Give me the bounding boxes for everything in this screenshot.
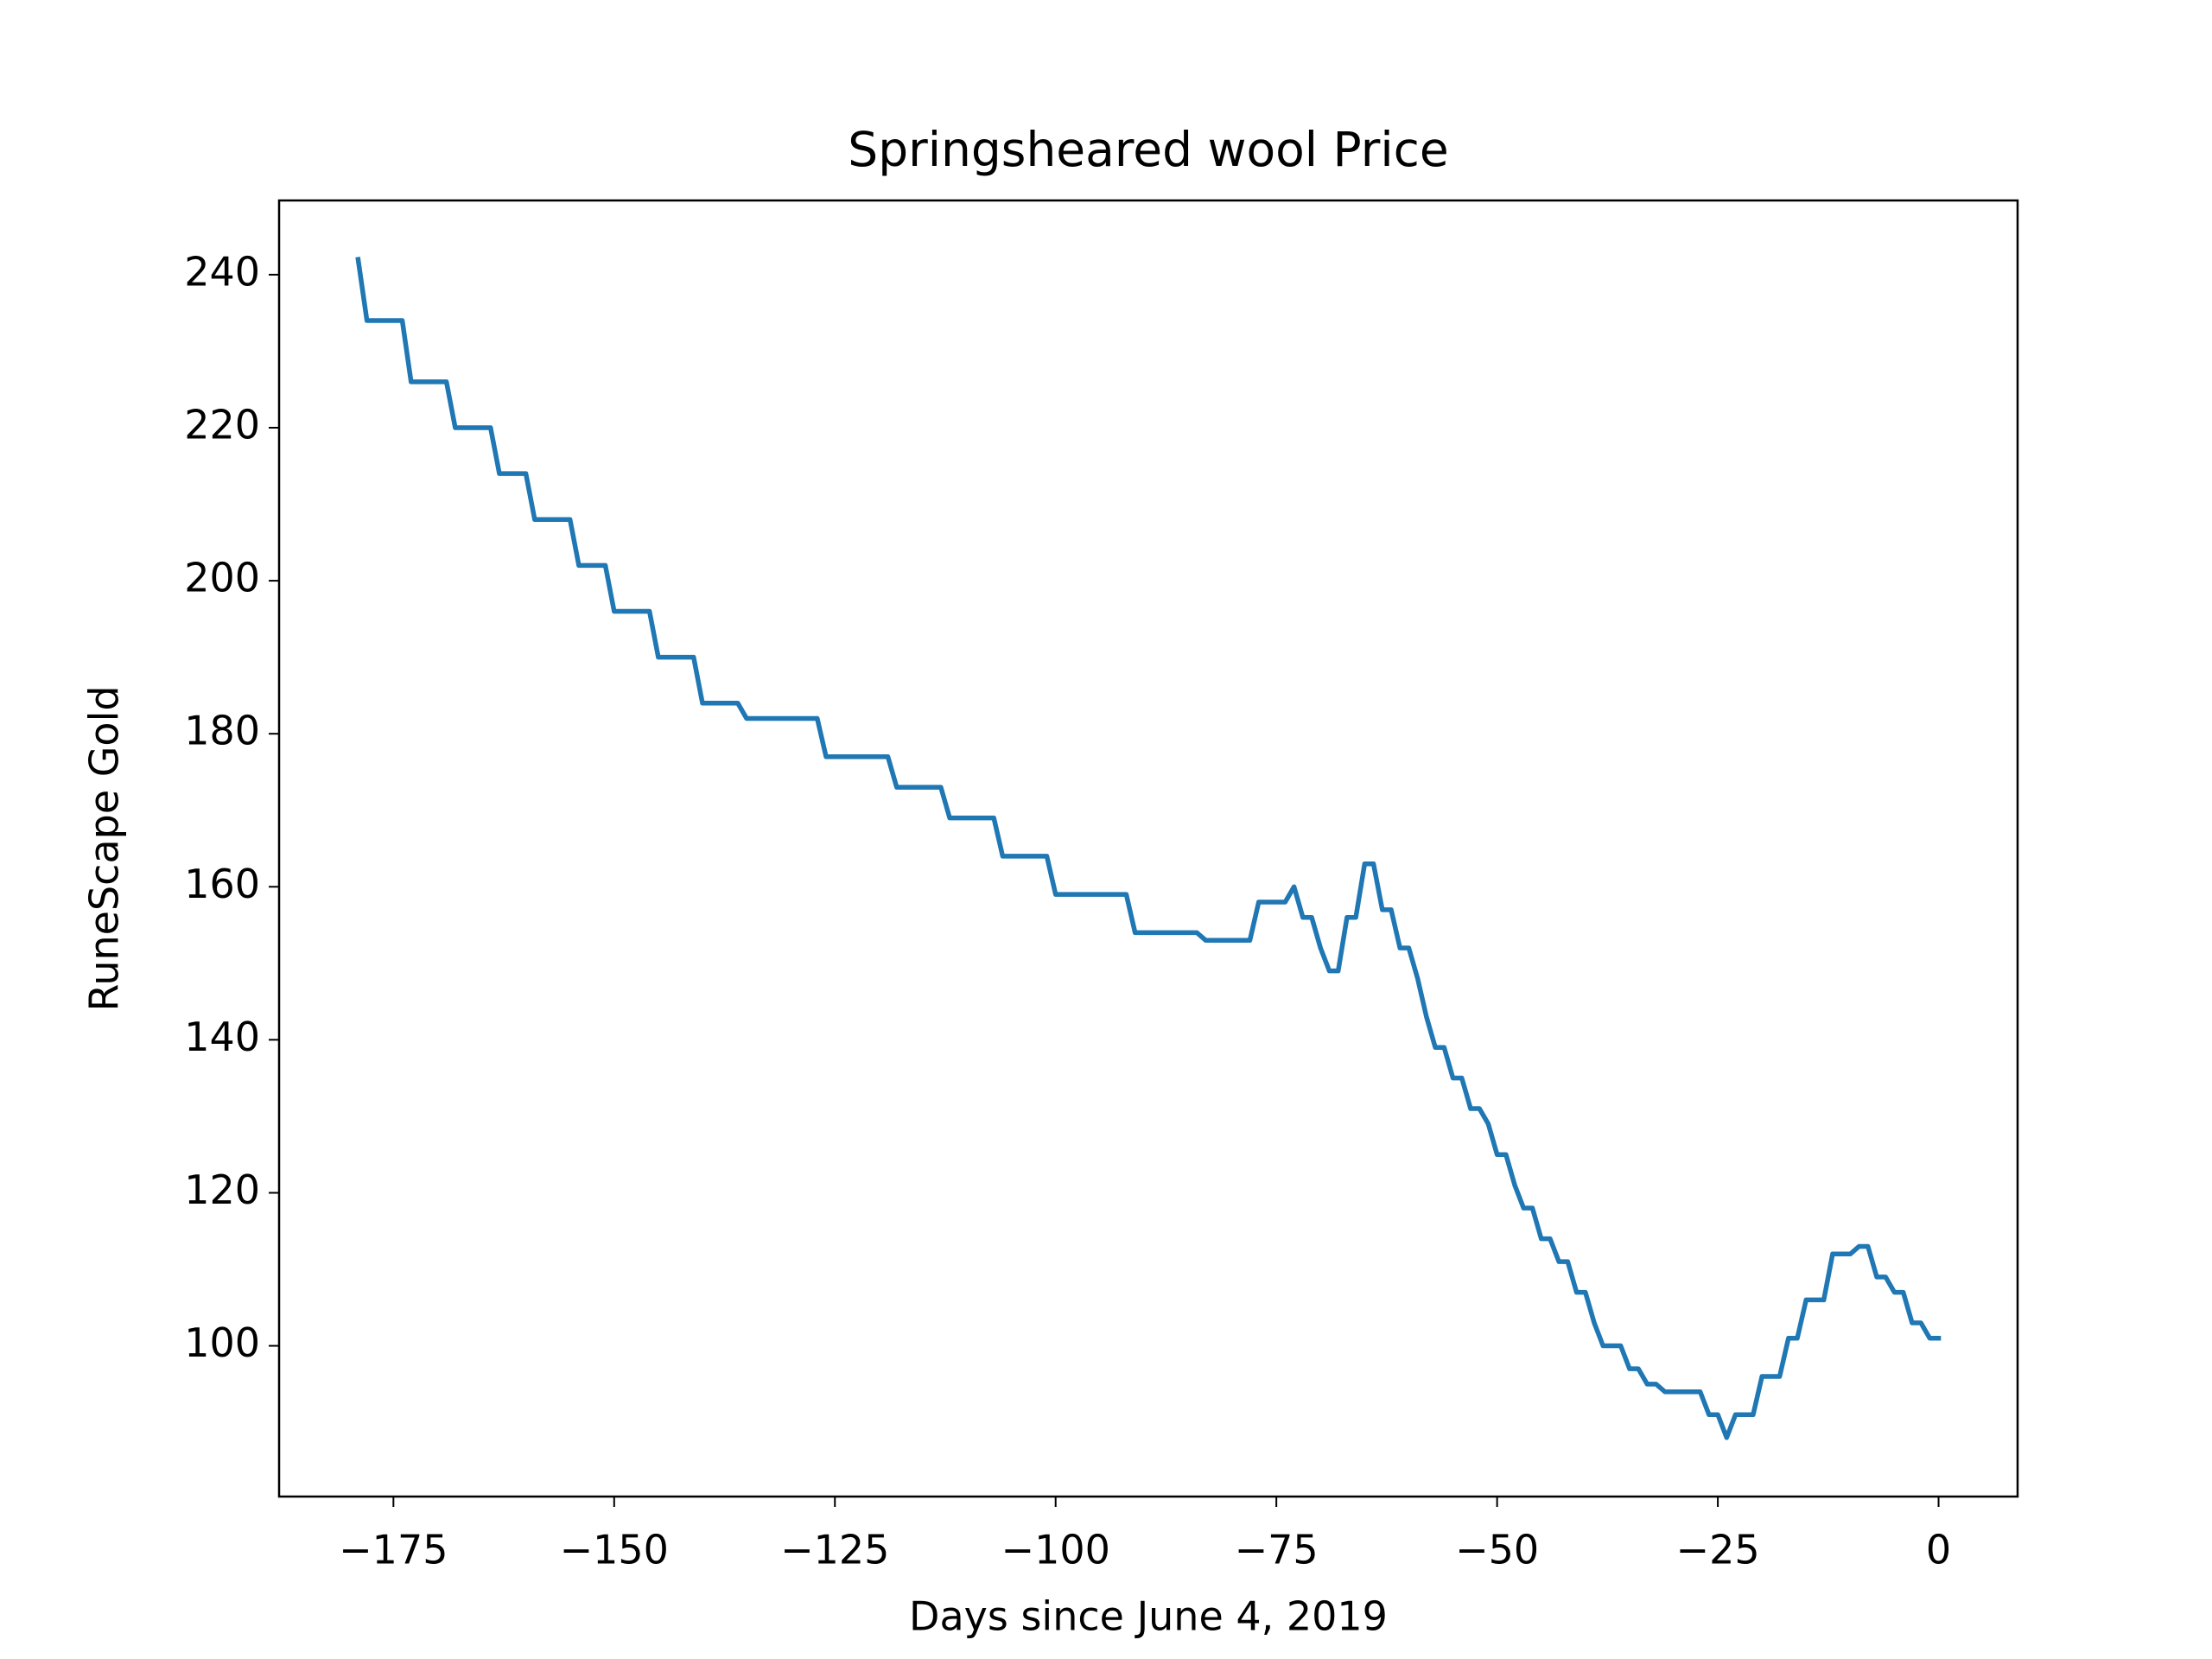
data-line: [355, 257, 1942, 1440]
x-tick-label: −150: [560, 1527, 669, 1573]
x-tick-label: −25: [1676, 1527, 1760, 1573]
x-tick-label: −175: [339, 1527, 448, 1573]
plot-frame: [277, 199, 2019, 1498]
chart-title: Springsheared wool Price: [848, 122, 1448, 177]
x-tick-label: −100: [1001, 1527, 1110, 1573]
y-tick-label: 160: [184, 861, 260, 907]
y-tick-label: 100: [184, 1319, 260, 1366]
y-tick-label: 180: [184, 708, 260, 754]
y-tick-label: 240: [184, 248, 260, 295]
x-tick-label: −125: [780, 1527, 889, 1573]
y-tick-label: 140: [184, 1014, 260, 1060]
x-tick-label: −75: [1235, 1527, 1319, 1573]
x-tick-label: 0: [1926, 1527, 1951, 1573]
y-tick-label: 120: [184, 1166, 260, 1213]
y-tick-label: 200: [184, 555, 260, 601]
x-tick-label: −50: [1455, 1527, 1539, 1573]
x-axis-label: Days since June 4, 2019: [909, 1593, 1388, 1640]
y-tick-label: 220: [184, 401, 260, 448]
y-axis-label: RuneScape Gold: [81, 685, 128, 1011]
